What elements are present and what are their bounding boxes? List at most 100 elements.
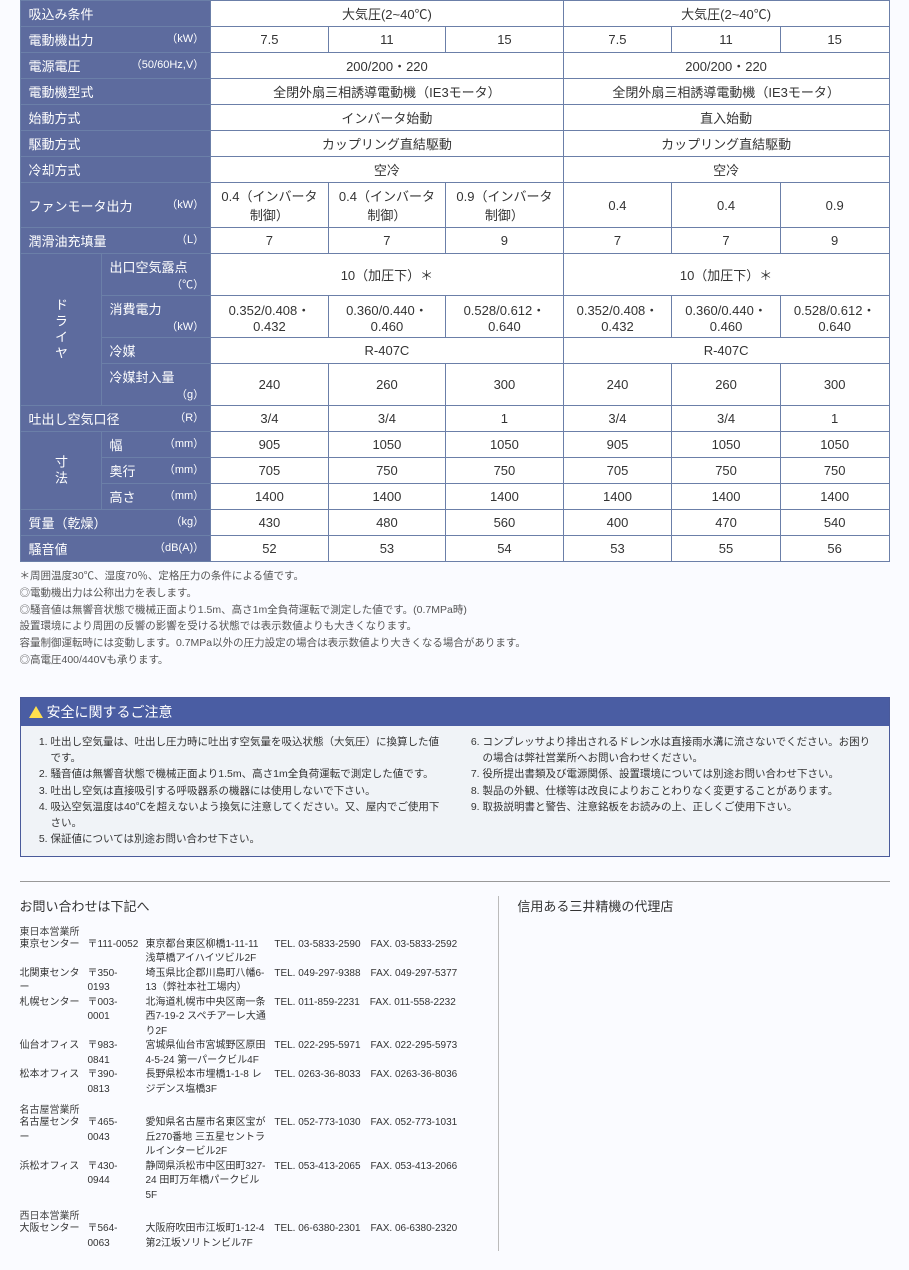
footnote-line: ◎電動機出力は公称出力を表します。 — [20, 585, 890, 602]
office-n: 仙台オフィス — [20, 1039, 82, 1068]
safety-item: 役所提出書類及び電源関係、設置環境については別途お問い合わせ下さい。 — [483, 766, 877, 782]
spec-cell: 0.360/0.440・0.460 — [672, 296, 781, 338]
spec-cell: 1050 — [328, 432, 446, 458]
spec-cell: 大気圧(2~40℃) — [563, 1, 889, 27]
office-n: 松本オフィス — [20, 1068, 82, 1097]
safety-item: 保証値については別途お問い合わせ下さい。 — [51, 831, 445, 847]
row-label: 電動機型式 — [20, 79, 211, 105]
spec-cell: 705 — [211, 458, 329, 484]
office-z: 〒465-0043 — [88, 1116, 140, 1160]
spec-cell: 15 — [780, 27, 889, 53]
spec-cell: 1 — [446, 406, 564, 432]
spec-cell: 400 — [563, 510, 672, 536]
spec-cell: 750 — [328, 458, 446, 484]
spec-cell: 300 — [780, 364, 889, 406]
safety-item: 吐出し空気量は、吐出し圧力時に吐出す空気量を吸込状態（大気圧）に換算した値です。 — [51, 734, 445, 767]
row-label: 奥行（mm） — [101, 458, 211, 484]
spec-cell: 750 — [780, 458, 889, 484]
spec-cell: 0.9 — [780, 183, 889, 228]
spec-cell: 全閉外扇三相誘導電動機（IE3モータ） — [563, 79, 889, 105]
spec-cell: 56 — [780, 536, 889, 562]
contact-heading-left: お問い合わせは下記へ — [20, 896, 475, 915]
safety-item: 吸込空気温度は40℃を超えないよう換気に注意してください。又、屋内でご使用下さい… — [51, 799, 445, 832]
office-z: 〒983-0841 — [88, 1039, 140, 1068]
spec-cell: 3/4 — [563, 406, 672, 432]
spec-cell: 0.360/0.440・0.460 — [328, 296, 446, 338]
office-z: 〒564-0063 — [88, 1222, 140, 1251]
spec-cell: 0.4（インバータ制御） — [328, 183, 446, 228]
footnote-line: ◎騒音値は無響音状態で機械正面より1.5m、高さ1m全負荷運転で測定した値です。… — [20, 602, 890, 619]
spec-cell: 540 — [780, 510, 889, 536]
spec-cell: 705 — [563, 458, 672, 484]
spec-cell: 240 — [563, 364, 672, 406]
office-a: 大阪府吹田市江坂町1-12-4 第2江坂ソリトンビル7F — [146, 1222, 269, 1251]
office-row: 北関東センター〒350-0193埼玉県比企郡川島町八幡6-13（弊社本社工場内）… — [20, 967, 475, 996]
spec-table: 吸込み条件大気圧(2~40℃)大気圧(2~40℃)電動機出力（kW）7.5111… — [20, 0, 890, 562]
office-row: 札幌センター〒003-0001北海道札幌市中央区南一条西7-19-2 スペチアー… — [20, 996, 475, 1040]
spec-cell: 560 — [446, 510, 564, 536]
spec-cell: 53 — [563, 536, 672, 562]
spec-cell: 55 — [672, 536, 781, 562]
spec-cell: 空冷 — [563, 157, 889, 183]
office-a: 北海道札幌市中央区南一条西7-19-2 スペチアーレ大通り2F — [146, 996, 269, 1040]
spec-cell: 0.4 — [563, 183, 672, 228]
office-row: 大阪センター〒564-0063大阪府吹田市江坂町1-12-4 第2江坂ソリトンビ… — [20, 1222, 475, 1251]
safety-item: 騒音値は無響音状態で機械正面より1.5m、高さ1m全負荷運転で測定した値です。 — [51, 766, 445, 782]
office-n: 北関東センター — [20, 967, 82, 996]
office-n: 東京センター — [20, 938, 82, 967]
spec-cell: 全閉外扇三相誘導電動機（IE3モータ） — [211, 79, 564, 105]
spec-cell: 1400 — [328, 484, 446, 510]
office-t: TEL. 049-297-9388 FAX. 049-297-5377 — [274, 967, 474, 996]
row-label: 駆動方式 — [20, 131, 211, 157]
spec-cell: 470 — [672, 510, 781, 536]
row-label: 電源電圧（50/60Hz,V） — [20, 53, 211, 79]
row-label: 消費電力（kW） — [101, 296, 211, 338]
office-t: TEL. 011-859-2231 FAX. 011-558-2232 — [274, 996, 474, 1040]
spec-cell: 1400 — [672, 484, 781, 510]
spec-cell: R-407C — [563, 338, 889, 364]
office-a: 宮城県仙台市宮城野区原田4-5-24 第一パークビル4F — [146, 1039, 269, 1068]
office-n: 札幌センター — [20, 996, 82, 1040]
spec-cell: 11 — [672, 27, 781, 53]
footnote-line: 設置環境により周囲の反響の影響を受ける状態では表示数値よりも大きくなります。 — [20, 618, 890, 635]
office-a: 長野県松本市埋橋1-1-8 レジデンス塩橋3F — [146, 1068, 269, 1097]
row-label: 高さ（mm） — [101, 484, 211, 510]
spec-cell: 3/4 — [211, 406, 329, 432]
office-z: 〒350-0193 — [88, 967, 140, 996]
spec-cell: 大気圧(2~40℃) — [211, 1, 564, 27]
spec-cell: 905 — [563, 432, 672, 458]
spec-cell: 空冷 — [211, 157, 564, 183]
spec-cell: 9 — [446, 228, 564, 254]
row-label: 冷媒 — [101, 338, 211, 364]
spec-cell: 0.4（インバータ制御） — [211, 183, 329, 228]
spec-cell: 53 — [328, 536, 446, 562]
office-a: 東京都台東区柳橋1-11-11 浅草橋アイハイツビル2F — [146, 938, 269, 967]
spec-cell: 260 — [328, 364, 446, 406]
row-label: 冷却方式 — [20, 157, 211, 183]
spec-cell: 905 — [211, 432, 329, 458]
safety-title: 安全に関するご注意 — [21, 698, 889, 726]
office-a: 愛知県名古屋市名東区宝が丘270番地 三五星セントラルインタービル2F — [146, 1116, 269, 1160]
office-t: TEL. 053-413-2065 FAX. 053-413-2066 — [274, 1160, 474, 1204]
footnote-line: 容量制御運転時には変動します。0.7MPa以外の圧力設定の場合は表示数値より大き… — [20, 635, 890, 652]
office-t: TEL. 06-6380-2301 FAX. 06-6380-2320 — [274, 1222, 474, 1251]
spec-cell: カップリング直結駆動 — [211, 131, 564, 157]
spec-cell: 430 — [211, 510, 329, 536]
office-n: 大阪センター — [20, 1222, 82, 1251]
spec-cell: R-407C — [211, 338, 564, 364]
spec-cell: 1400 — [780, 484, 889, 510]
spec-cell: 1050 — [672, 432, 781, 458]
safety-item: 製品の外観、仕様等は改良によりおことわりなく変更することがあります。 — [483, 783, 877, 799]
office-row: 松本オフィス〒390-0813長野県松本市埋橋1-1-8 レジデンス塩橋3FTE… — [20, 1068, 475, 1097]
spec-cell: 1400 — [211, 484, 329, 510]
spec-cell: 1400 — [563, 484, 672, 510]
spec-cell: 7 — [211, 228, 329, 254]
row-label: 電動機出力（kW） — [20, 27, 211, 53]
spec-cell: 52 — [211, 536, 329, 562]
spec-cell: カップリング直結駆動 — [563, 131, 889, 157]
row-label: 出口空気露点（℃） — [101, 254, 211, 296]
spec-cell: 200/200・220 — [563, 53, 889, 79]
spec-cell: 54 — [446, 536, 564, 562]
warning-icon — [29, 706, 43, 718]
spec-cell: 1050 — [446, 432, 564, 458]
